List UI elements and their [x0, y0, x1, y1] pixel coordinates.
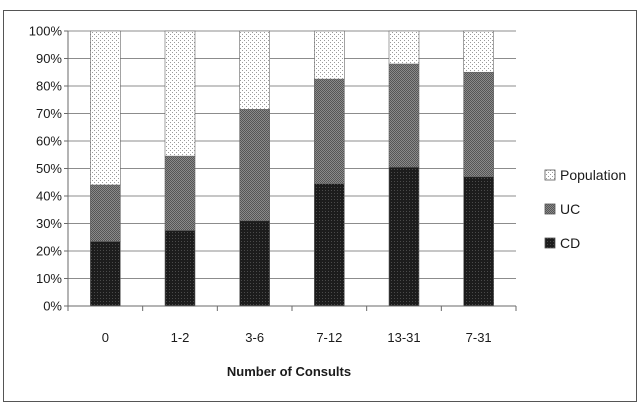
bar-population-13-31 [388, 30, 420, 65]
x-tick-label-7-12: 7-12 [316, 330, 342, 345]
bar-population-7-31 [463, 30, 494, 73]
y-tick-label-5: 50% [36, 161, 62, 176]
bar-population-0 [90, 30, 121, 186]
bars [90, 30, 494, 307]
legend-label-uc: UC [560, 201, 580, 217]
y-tick-label-2: 20% [36, 244, 62, 259]
bar-uc-7-12 [314, 78, 345, 184]
x-tick-labels: 0 1-2 3-6 7-12 13-31 7-31 [102, 330, 492, 345]
gridlines [68, 30, 516, 307]
bar-cd-0 [90, 241, 121, 307]
bar-population-7-12 [314, 30, 345, 80]
bar-uc-1-2 [164, 155, 196, 231]
bar-cd-7-12 [314, 183, 345, 307]
y-tick-label-0: 0% [43, 299, 62, 314]
legend-swatch-cd [544, 237, 556, 249]
y-tick-label-3: 30% [36, 216, 62, 231]
legend-swatch-uc [544, 203, 556, 215]
bar-cd-3-6 [239, 220, 270, 307]
bar-uc-13-31 [388, 63, 420, 168]
y-tick-label-6: 60% [36, 134, 62, 149]
x-tick-label-3-6: 3-6 [245, 330, 264, 345]
bar-uc-7-31 [463, 71, 494, 178]
y-tick-labels: 0% 10% 20% 30% 40% 50% 60% 70% 80% 90% 100% [29, 24, 63, 314]
bar-population-1-2 [164, 30, 196, 157]
legend-label-cd: CD [560, 235, 580, 251]
x-axis-title: Number of Consults [227, 364, 351, 379]
axes [64, 30, 517, 311]
bar-cd-1-2 [164, 230, 196, 307]
legend-label-population: Population [560, 167, 626, 183]
y-tick-label-8: 80% [36, 79, 62, 94]
y-tick-label-1: 10% [36, 271, 62, 286]
x-tick-label-13-31: 13-31 [387, 330, 420, 345]
bar-population-3-6 [239, 30, 270, 110]
y-tick-label-4: 40% [36, 189, 62, 204]
y-tick-label-10: 100% [29, 24, 63, 39]
y-tick-label-7: 70% [36, 106, 62, 121]
bar-uc-3-6 [239, 109, 270, 222]
bar-cd-7-31 [463, 176, 494, 307]
y-tick-label-9: 90% [36, 51, 62, 66]
x-tick-label-0: 0 [102, 330, 109, 345]
legend-swatch-population [544, 169, 556, 181]
bar-cd-13-31 [388, 166, 420, 307]
x-tick-label-1-2: 1-2 [171, 330, 190, 345]
legend: Population UC CD [544, 167, 626, 251]
x-tick-label-7-31: 7-31 [466, 330, 492, 345]
bar-uc-0 [90, 184, 121, 242]
